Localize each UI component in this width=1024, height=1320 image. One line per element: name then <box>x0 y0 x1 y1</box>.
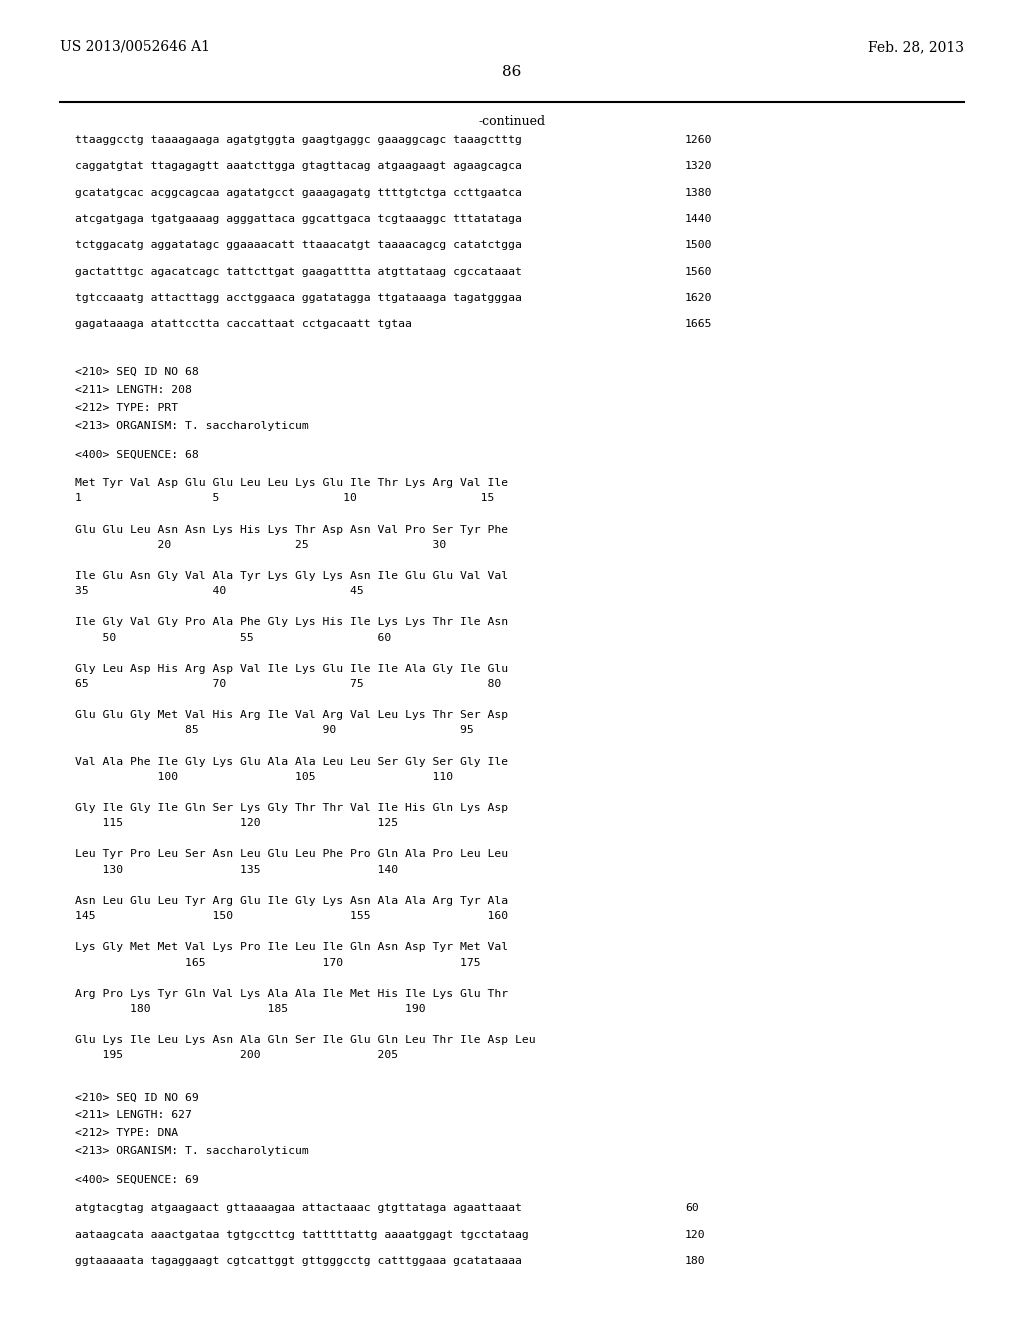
Text: 20                  25                  30: 20 25 30 <box>75 540 446 550</box>
Text: ttaaggcctg taaaagaaga agatgtggta gaagtgaggc gaaaggcagc taaagctttg: ttaaggcctg taaaagaaga agatgtggta gaagtga… <box>75 135 522 145</box>
Text: aataagcata aaactgataa tgtgccttcg tatttttattg aaaatggagt tgcctataag: aataagcata aaactgataa tgtgccttcg tattttt… <box>75 1230 528 1239</box>
Text: <211> LENGTH: 627: <211> LENGTH: 627 <box>75 1110 191 1121</box>
Text: 165                 170                 175: 165 170 175 <box>75 957 480 968</box>
Text: Glu Glu Gly Met Val His Arg Ile Val Arg Val Leu Lys Thr Ser Asp: Glu Glu Gly Met Val His Arg Ile Val Arg … <box>75 710 508 721</box>
Text: Gly Leu Asp His Arg Asp Val Ile Lys Glu Ile Ile Ala Gly Ile Glu: Gly Leu Asp His Arg Asp Val Ile Lys Glu … <box>75 664 508 673</box>
Text: 100                 105                 110: 100 105 110 <box>75 772 454 781</box>
Text: atcgatgaga tgatgaaaag agggattaca ggcattgaca tcgtaaaggc tttatataga: atcgatgaga tgatgaaaag agggattaca ggcattg… <box>75 214 522 224</box>
Text: tctggacatg aggatatagc ggaaaacatt ttaaacatgt taaaacagcg catatctgga: tctggacatg aggatatagc ggaaaacatt ttaaaca… <box>75 240 522 251</box>
Text: 85                  90                  95: 85 90 95 <box>75 726 474 735</box>
Text: <213> ORGANISM: T. saccharolyticum: <213> ORGANISM: T. saccharolyticum <box>75 421 309 430</box>
Text: gagataaaga atattcctta caccattaat cctgacaatt tgtaa: gagataaaga atattcctta caccattaat cctgaca… <box>75 319 412 329</box>
Text: 1260: 1260 <box>685 135 713 145</box>
Text: 60: 60 <box>685 1204 698 1213</box>
Text: 1620: 1620 <box>685 293 713 304</box>
Text: US 2013/0052646 A1: US 2013/0052646 A1 <box>60 40 210 54</box>
Text: gcatatgcac acggcagcaa agatatgcct gaaagagatg ttttgtctga ccttgaatca: gcatatgcac acggcagcaa agatatgcct gaaagag… <box>75 187 522 198</box>
Text: <210> SEQ ID NO 69: <210> SEQ ID NO 69 <box>75 1092 199 1102</box>
Text: 120: 120 <box>685 1230 706 1239</box>
Text: <211> LENGTH: 208: <211> LENGTH: 208 <box>75 385 191 395</box>
Text: 1560: 1560 <box>685 267 713 277</box>
Text: gactatttgc agacatcagc tattcttgat gaagatttta atgttataag cgccataaat: gactatttgc agacatcagc tattcttgat gaagatt… <box>75 267 522 277</box>
Text: 115                 120                 125: 115 120 125 <box>75 818 398 828</box>
Text: <212> TYPE: DNA: <212> TYPE: DNA <box>75 1129 178 1138</box>
Text: Asn Leu Glu Leu Tyr Arg Glu Ile Gly Lys Asn Ala Ala Arg Tyr Ala: Asn Leu Glu Leu Tyr Arg Glu Ile Gly Lys … <box>75 896 508 906</box>
Text: ggtaaaaata tagaggaagt cgtcattggt gttgggcctg catttggaaa gcatataaaa: ggtaaaaata tagaggaagt cgtcattggt gttgggc… <box>75 1257 522 1266</box>
Text: 50                  55                  60: 50 55 60 <box>75 632 391 643</box>
Text: -continued: -continued <box>478 115 546 128</box>
Text: Ile Gly Val Gly Pro Ala Phe Gly Lys His Ile Lys Lys Thr Ile Asn: Ile Gly Val Gly Pro Ala Phe Gly Lys His … <box>75 618 508 627</box>
Text: 145                 150                 155                 160: 145 150 155 160 <box>75 911 508 921</box>
Text: Feb. 28, 2013: Feb. 28, 2013 <box>868 40 964 54</box>
Text: 1320: 1320 <box>685 161 713 172</box>
Text: 86: 86 <box>503 65 521 79</box>
Text: <400> SEQUENCE: 69: <400> SEQUENCE: 69 <box>75 1175 199 1185</box>
Text: 195                 200                 205: 195 200 205 <box>75 1051 398 1060</box>
Text: caggatgtat ttagagagtt aaatcttgga gtagttacag atgaagaagt agaagcagca: caggatgtat ttagagagtt aaatcttgga gtagtta… <box>75 161 522 172</box>
Text: atgtacgtag atgaagaact gttaaaagaa attactaaac gtgttataga agaattaaat: atgtacgtag atgaagaact gttaaaagaa attacta… <box>75 1204 522 1213</box>
Text: Met Tyr Val Asp Glu Glu Leu Leu Lys Glu Ile Thr Lys Arg Val Ile: Met Tyr Val Asp Glu Glu Leu Leu Lys Glu … <box>75 478 508 488</box>
Text: tgtccaaatg attacttagg acctggaaca ggatatagga ttgataaaga tagatgggaa: tgtccaaatg attacttagg acctggaaca ggatata… <box>75 293 522 304</box>
Text: 1500: 1500 <box>685 240 713 251</box>
Text: 130                 135                 140: 130 135 140 <box>75 865 398 875</box>
Text: <213> ORGANISM: T. saccharolyticum: <213> ORGANISM: T. saccharolyticum <box>75 1146 309 1156</box>
Text: Glu Lys Ile Leu Lys Asn Ala Gln Ser Ile Glu Gln Leu Thr Ile Asp Leu: Glu Lys Ile Leu Lys Asn Ala Gln Ser Ile … <box>75 1035 536 1045</box>
Text: Leu Tyr Pro Leu Ser Asn Leu Glu Leu Phe Pro Gln Ala Pro Leu Leu: Leu Tyr Pro Leu Ser Asn Leu Glu Leu Phe … <box>75 850 508 859</box>
Text: <210> SEQ ID NO 68: <210> SEQ ID NO 68 <box>75 367 199 378</box>
Text: 1665: 1665 <box>685 319 713 329</box>
Text: Ile Glu Asn Gly Val Ala Tyr Lys Gly Lys Asn Ile Glu Glu Val Val: Ile Glu Asn Gly Val Ala Tyr Lys Gly Lys … <box>75 572 508 581</box>
Text: 1440: 1440 <box>685 214 713 224</box>
Text: Arg Pro Lys Tyr Gln Val Lys Ala Ala Ile Met His Ile Lys Glu Thr: Arg Pro Lys Tyr Gln Val Lys Ala Ala Ile … <box>75 989 508 999</box>
Text: 180                 185                 190: 180 185 190 <box>75 1005 426 1014</box>
Text: Lys Gly Met Met Val Lys Pro Ile Leu Ile Gln Asn Asp Tyr Met Val: Lys Gly Met Met Val Lys Pro Ile Leu Ile … <box>75 942 508 952</box>
Text: 180: 180 <box>685 1257 706 1266</box>
Text: Val Ala Phe Ile Gly Lys Glu Ala Ala Leu Leu Ser Gly Ser Gly Ile: Val Ala Phe Ile Gly Lys Glu Ala Ala Leu … <box>75 756 508 767</box>
Text: <212> TYPE: PRT: <212> TYPE: PRT <box>75 403 178 413</box>
Text: 35                  40                  45: 35 40 45 <box>75 586 364 597</box>
Text: 1                   5                  10                  15: 1 5 10 15 <box>75 494 495 503</box>
Text: Glu Glu Leu Asn Asn Lys His Lys Thr Asp Asn Val Pro Ser Tyr Phe: Glu Glu Leu Asn Asn Lys His Lys Thr Asp … <box>75 524 508 535</box>
Text: Gly Ile Gly Ile Gln Ser Lys Gly Thr Thr Val Ile His Gln Lys Asp: Gly Ile Gly Ile Gln Ser Lys Gly Thr Thr … <box>75 803 508 813</box>
Text: <400> SEQUENCE: 68: <400> SEQUENCE: 68 <box>75 450 199 459</box>
Text: 65                  70                  75                  80: 65 70 75 80 <box>75 678 502 689</box>
Text: 1380: 1380 <box>685 187 713 198</box>
